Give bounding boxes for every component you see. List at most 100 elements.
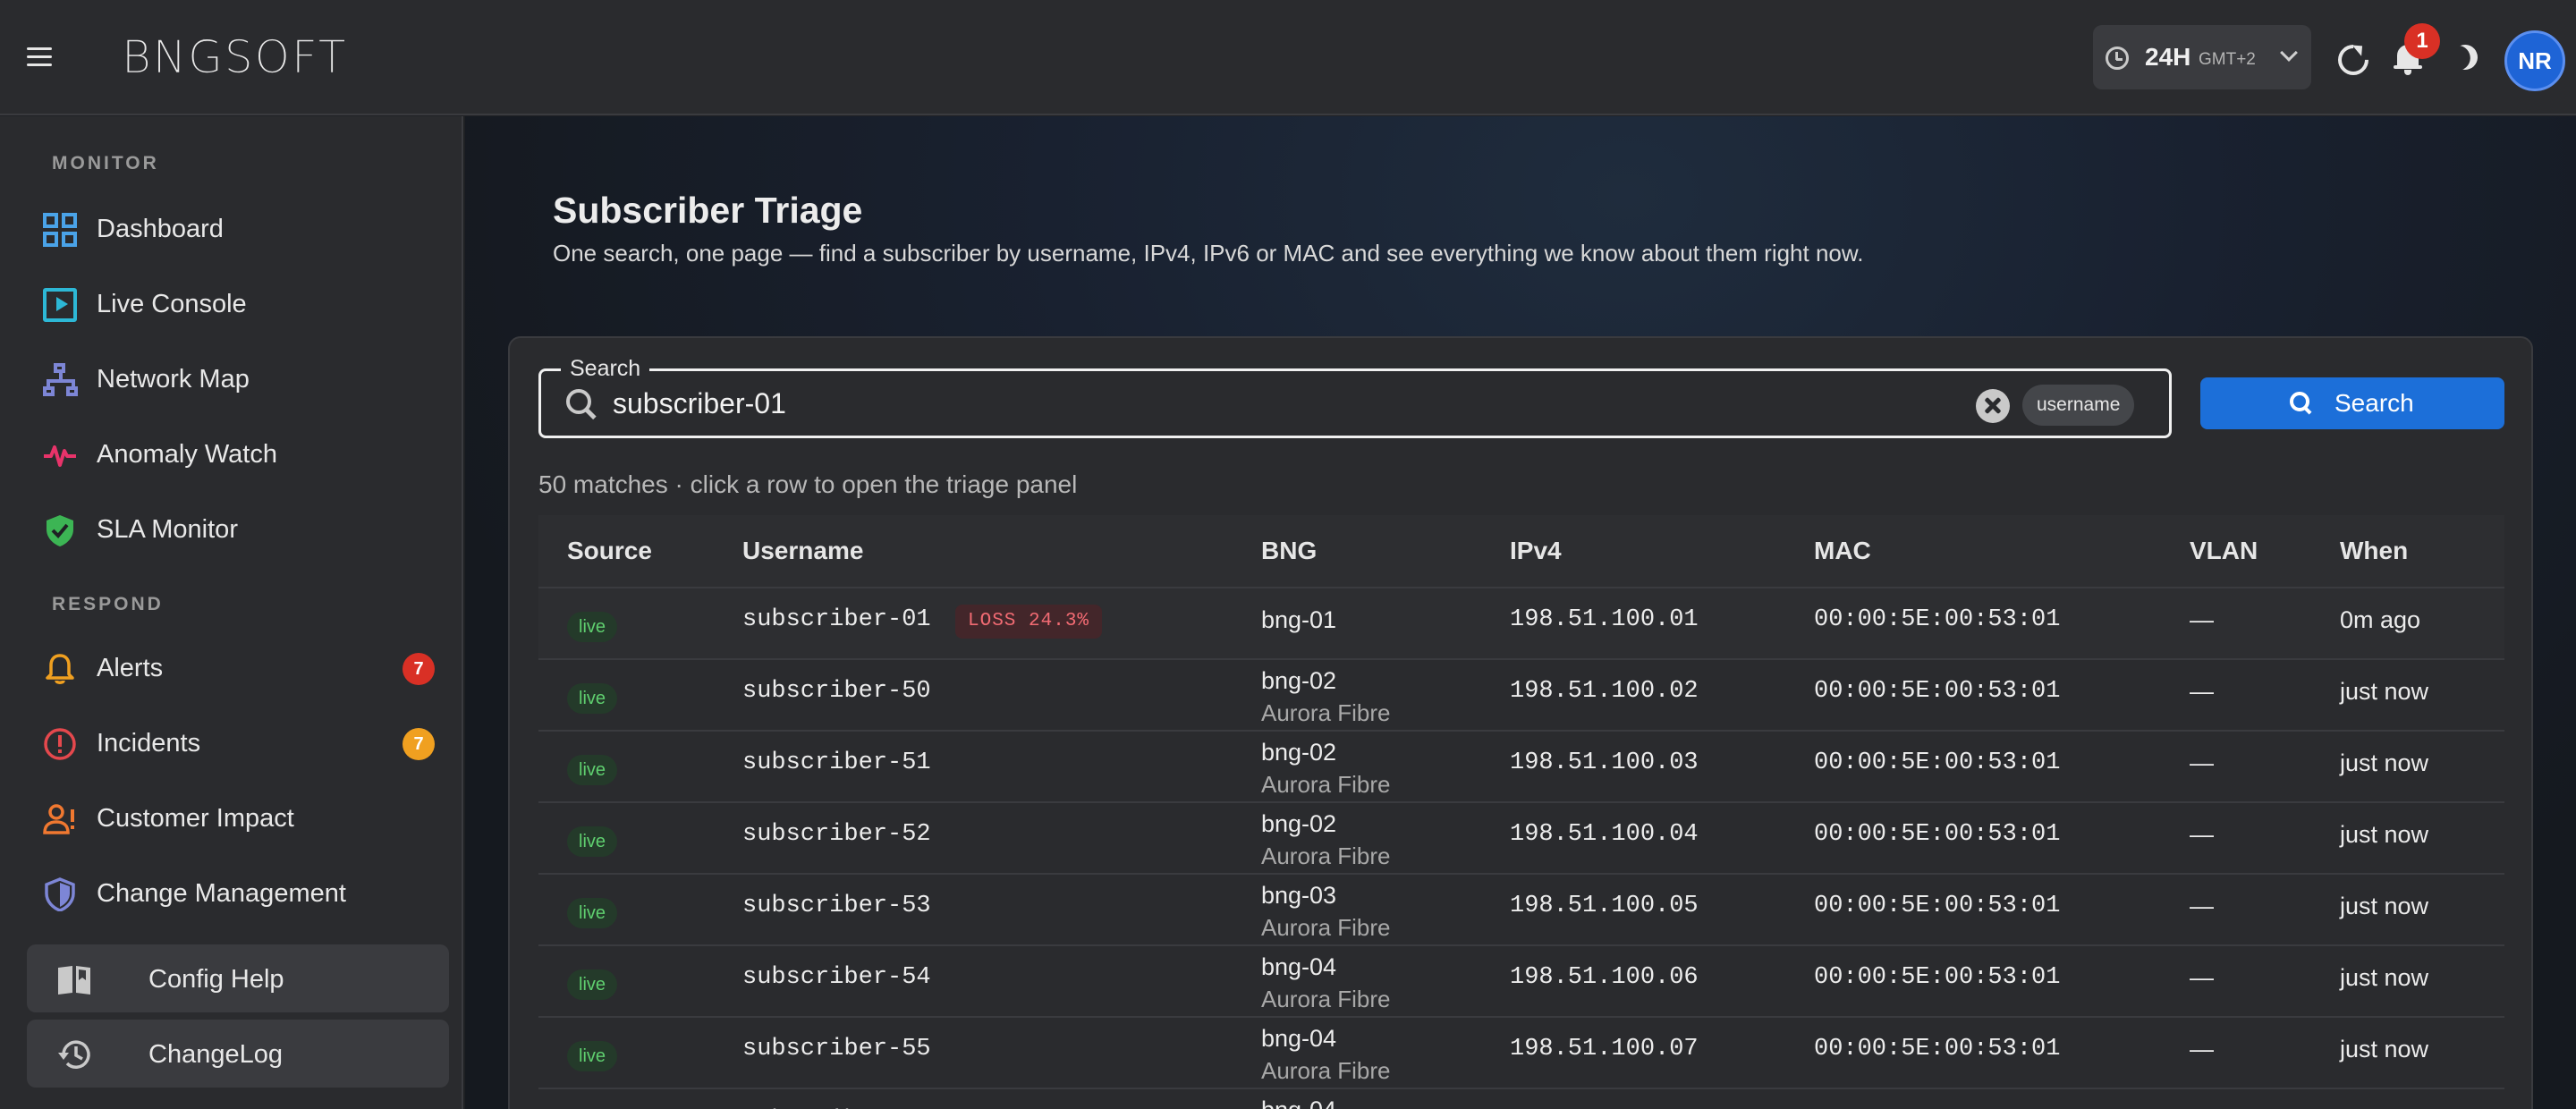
sidebar-item-customer-impact[interactable]: Customer Impact [27,786,447,849]
vlan-cell: — [2190,893,2214,919]
username-cell: subscriber-54 [742,964,931,991]
when-cell: just now [2340,678,2429,705]
table-row[interactable]: live subscriber-51 bng-02 Aurora Fibre 198.5… [538,732,2504,803]
when-cell: just now [2340,1036,2429,1062]
vlan-cell: — [2190,749,2214,776]
search-icon [566,389,598,421]
shield-half-icon [43,877,77,912]
username-cell: subscriber-55 [742,1036,931,1062]
sidebar-item-label: Dashboard [97,215,224,243]
username-cell: subscriber-56 [742,1107,931,1109]
column-header-bng[interactable]: BNG [1261,537,1318,564]
isp-label: Aurora Fibre [1261,771,1391,798]
clock-icon [2106,47,2129,70]
table-row[interactable]: live subscriber-53 bng-03 Aurora Fibre 198.5… [538,875,2504,946]
table-row[interactable]: live subscriber-50 bng-02 Aurora Fibre 198.5… [538,660,2504,732]
column-header-ipv4[interactable]: IPv4 [1510,537,1562,564]
time-range-value: 24H [2145,43,2191,71]
sidebar-item-alerts[interactable]: Alerts 7 [27,636,447,698]
source-badge: live [567,1041,618,1071]
search-icon [2290,392,2313,415]
ipv4-cell: 198.51.100.03 [1510,749,1699,776]
sidebar-item-label: Anomaly Watch [97,440,277,469]
sidebar-item-dashboard[interactable]: Dashboard [27,197,447,259]
search-field[interactable]: Search username [538,355,2172,438]
search-input[interactable] [613,380,1990,427]
column-header-vlan[interactable]: VLAN [2190,537,2258,564]
history-icon [55,1036,93,1073]
clear-search-icon[interactable] [1976,389,2010,423]
column-header-mac[interactable]: MAC [1814,537,1871,564]
vlan-cell: — [2190,1036,2214,1062]
column-header-username[interactable]: Username [742,537,864,564]
changelog-button[interactable]: ChangeLog [27,1020,449,1088]
vlan-cell: — [2190,821,2214,848]
sidebar-item-live-console[interactable]: Live Console [27,272,447,334]
isp-label: Aurora Fibre [1261,842,1391,869]
network-map-icon [43,363,78,397]
sidebar-item-incidents[interactable]: Incidents 7 [27,711,447,774]
refresh-icon[interactable] [2326,32,2376,82]
changelog-label: ChangeLog [148,1040,283,1069]
sidebar-item-label: SLA Monitor [97,515,238,544]
isp-label: Aurora Fibre [1261,986,1391,1012]
mac-cell: 00:00:5E:00:53:01 [1814,964,2061,991]
isp-label: Aurora Fibre [1261,914,1391,941]
search-button-label: Search [2334,389,2414,417]
dashboard-icon [43,213,77,247]
sidebar-item-label: Network Map [97,365,250,394]
table-row[interactable]: live subscriber-01 LOSS 24.3% bng-01 198.51.… [538,588,2504,660]
alerts-count-badge: 7 [402,653,435,685]
section-label-monitor: MONITOR [52,153,159,174]
chevron-down-icon [2280,44,2298,62]
when-cell: just now [2340,821,2429,848]
when-cell: just now [2340,893,2429,919]
username-cell: subscriber-52 [742,821,931,848]
bng-cell: bng-04 [1261,953,1337,980]
bng-cell: bng-04 [1261,1025,1337,1052]
bng-cell: bng-04 [1261,1096,1336,1109]
table-row[interactable]: live subscriber-52 bng-02 Aurora Fibre 198.5… [538,803,2504,875]
username-cell: subscriber-51 [742,749,931,776]
ipv4-cell: 198.51.100.05 [1510,893,1699,919]
section-label-respond: RESPOND [52,594,164,614]
dark-mode-icon[interactable] [2440,32,2490,82]
source-badge: live [567,898,618,928]
user-warning-icon [43,802,77,836]
logo: BNGSOFT [122,31,348,83]
table-header: Source Username BNG IPv4 MAC VLAN When [538,515,2504,588]
menu-icon[interactable] [21,39,57,75]
timezone-label: GMT+2 [2199,50,2256,69]
sidebar: MONITOR Dashboard Live Console Network M… [0,116,463,1109]
pulse-icon [43,438,77,472]
page-subtitle: One search, one page — find a subscriber… [553,240,1864,267]
table-row[interactable]: live subscriber-55 bng-04 Aurora Fibre 198.5… [538,1018,2504,1089]
search-button[interactable]: Search [2200,377,2504,429]
loss-badge: LOSS 24.3% [955,605,1103,639]
bng-cell: bng-02 [1261,667,1337,694]
search-type-chip[interactable]: username [2022,385,2135,426]
isp-label: Aurora Fibre [1261,1057,1391,1084]
notification-count-badge: 1 [2404,23,2440,59]
ipv4-cell: 198.51.100.07 [1510,1036,1699,1062]
when-cell: just now [2340,749,2429,776]
vlan-cell: — [2190,606,2214,633]
alert-circle-icon [43,727,77,761]
sidebar-item-change-management[interactable]: Change Management [27,861,447,924]
sidebar-item-anomaly-watch[interactable]: Anomaly Watch [27,422,447,485]
time-range-selector[interactable]: 24H GMT+2 [2093,25,2311,89]
user-avatar[interactable]: NR [2504,30,2565,91]
source-badge: live [567,826,618,857]
config-help-button[interactable]: Config Help [27,944,449,1012]
sidebar-item-label: Change Management [97,879,346,908]
column-header-source[interactable]: Source [567,537,652,564]
mac-cell: 00:00:5E:00:53:01 [1814,749,2061,776]
sidebar-item-network-map[interactable]: Network Map [27,347,447,410]
column-header-when[interactable]: When [2340,537,2409,564]
ipv4-cell: 198.51.100.08 [1510,1107,1699,1109]
sidebar-item-label: Customer Impact [97,804,294,833]
table-row[interactable]: live subscriber-54 bng-04 Aurora Fibre 198.5… [538,946,2504,1018]
vlan-cell: — [2190,964,2214,991]
sidebar-item-sla-monitor[interactable]: SLA Monitor [27,497,447,560]
